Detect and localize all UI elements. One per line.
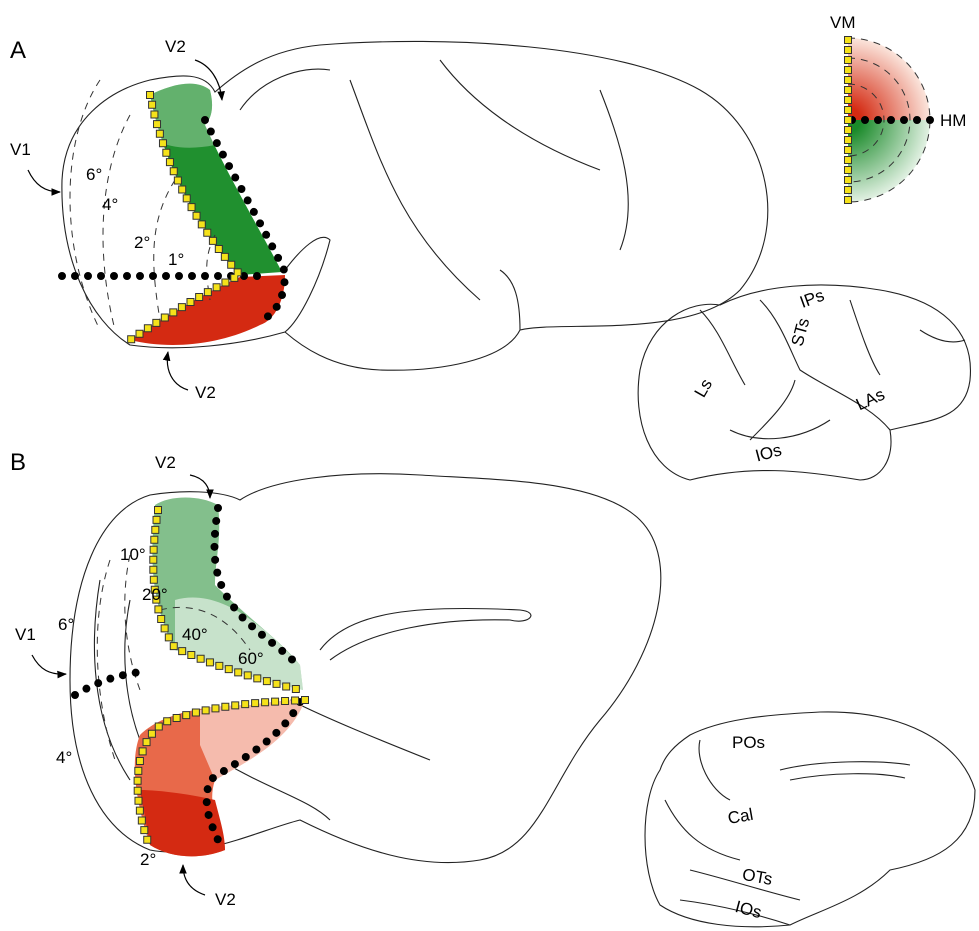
v2-ventral-region [130, 275, 285, 345]
sulcus-label: IPs [797, 286, 827, 312]
sulcus-label: IOs [753, 440, 783, 465]
v2-dorsal-shade [150, 84, 215, 148]
area-label: V2 [155, 453, 176, 472]
shape [700, 300, 965, 440]
area-label: V2 [165, 37, 186, 56]
lower-field [848, 120, 930, 202]
arrow [183, 865, 205, 895]
eccentricity-label: 10° [120, 545, 146, 564]
sulcus-label: LAs [853, 385, 888, 415]
sulcus-label: STs [788, 316, 814, 348]
shape [665, 740, 910, 925]
panel-b: B V2 V2 V1 10° 20° 40° 60° 6° 4° 2° [10, 449, 661, 909]
arrow [190, 475, 210, 498]
arrow [32, 655, 66, 674]
eccentricity-label: 60° [238, 649, 264, 668]
sulcus [240, 60, 628, 332]
area-label: V1 [15, 625, 36, 644]
v2-ventral-core [140, 790, 225, 856]
panel-label: B [10, 449, 26, 476]
legend-label: VM [830, 13, 856, 32]
eccentricity-label: 6° [86, 165, 102, 184]
upper-field [848, 38, 930, 120]
sulcus-label: IOs [733, 897, 763, 922]
sulcus-label: POs [732, 733, 765, 752]
eccentricity-label: 4° [56, 748, 72, 767]
medial-inset: POs Cal OTs IOs [645, 712, 975, 927]
area-label: V2 [195, 383, 216, 402]
arrow [167, 352, 188, 390]
eccentricity-label: 4° [102, 195, 118, 214]
panel-a: A V2 V2 V1 6° 4° 2° 1° [10, 37, 768, 402]
eccentricity-label: 2° [134, 233, 150, 252]
figure: A V2 V2 V1 6° 4° 2° 1° VM HM IPs STs Ls … [0, 0, 979, 931]
eccentricity-label: 6° [58, 615, 74, 634]
eccentricity-label: 2° [140, 850, 156, 869]
brain-outline [638, 285, 970, 480]
area-label: V2 [215, 890, 236, 909]
eccentricity-label: 20° [142, 585, 168, 604]
visual-field-legend: VM HM [830, 13, 966, 202]
eccentricity-label: 40° [182, 625, 208, 644]
arrow [28, 170, 60, 192]
area-label: V1 [10, 140, 31, 159]
legend-label: HM [940, 111, 966, 130]
sulcus-label: Ls [691, 376, 716, 401]
panel-label: A [10, 37, 26, 64]
brain-outline [645, 712, 975, 927]
sulcus-label: Cal [726, 805, 754, 828]
shape [75, 672, 140, 695]
eccentricity-label: 1° [168, 250, 184, 269]
lateral-inset: IPs STs Ls LAs IOs [638, 285, 970, 480]
